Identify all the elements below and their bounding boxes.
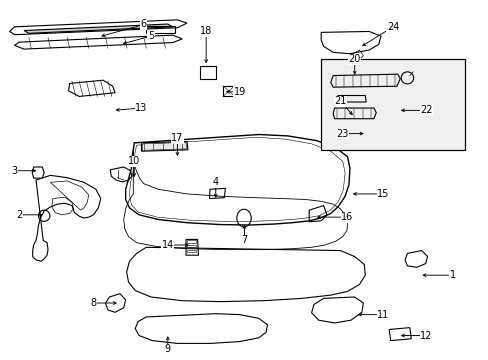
Text: 15: 15 [377,189,389,199]
Text: 19: 19 [233,87,245,97]
Text: 11: 11 [377,310,389,320]
Text: 6: 6 [141,19,146,30]
Text: 10: 10 [128,157,140,166]
Bar [321,59,464,150]
Polygon shape [142,143,186,150]
Text: 8: 8 [90,298,97,308]
Bar [187,240,196,243]
Text: 13: 13 [135,103,147,113]
Text: 23: 23 [336,129,348,139]
Text: 1: 1 [449,270,455,280]
Bar [187,245,196,247]
Text: 18: 18 [200,26,212,36]
Text: 20: 20 [348,54,360,64]
Text: 17: 17 [171,133,183,143]
Bar [187,249,196,252]
Text: 5: 5 [148,31,154,41]
Text: 3: 3 [11,166,18,176]
Text: 9: 9 [164,345,170,355]
Polygon shape [24,24,172,33]
Text: 12: 12 [420,330,432,341]
Text: 2: 2 [16,210,22,220]
Text: 16: 16 [341,212,353,222]
Text: 22: 22 [420,105,432,115]
Text: 24: 24 [386,22,398,32]
Text: 14: 14 [162,240,174,250]
Text: 4: 4 [212,177,218,187]
Text: 7: 7 [241,235,247,246]
Text: 21: 21 [333,96,346,106]
